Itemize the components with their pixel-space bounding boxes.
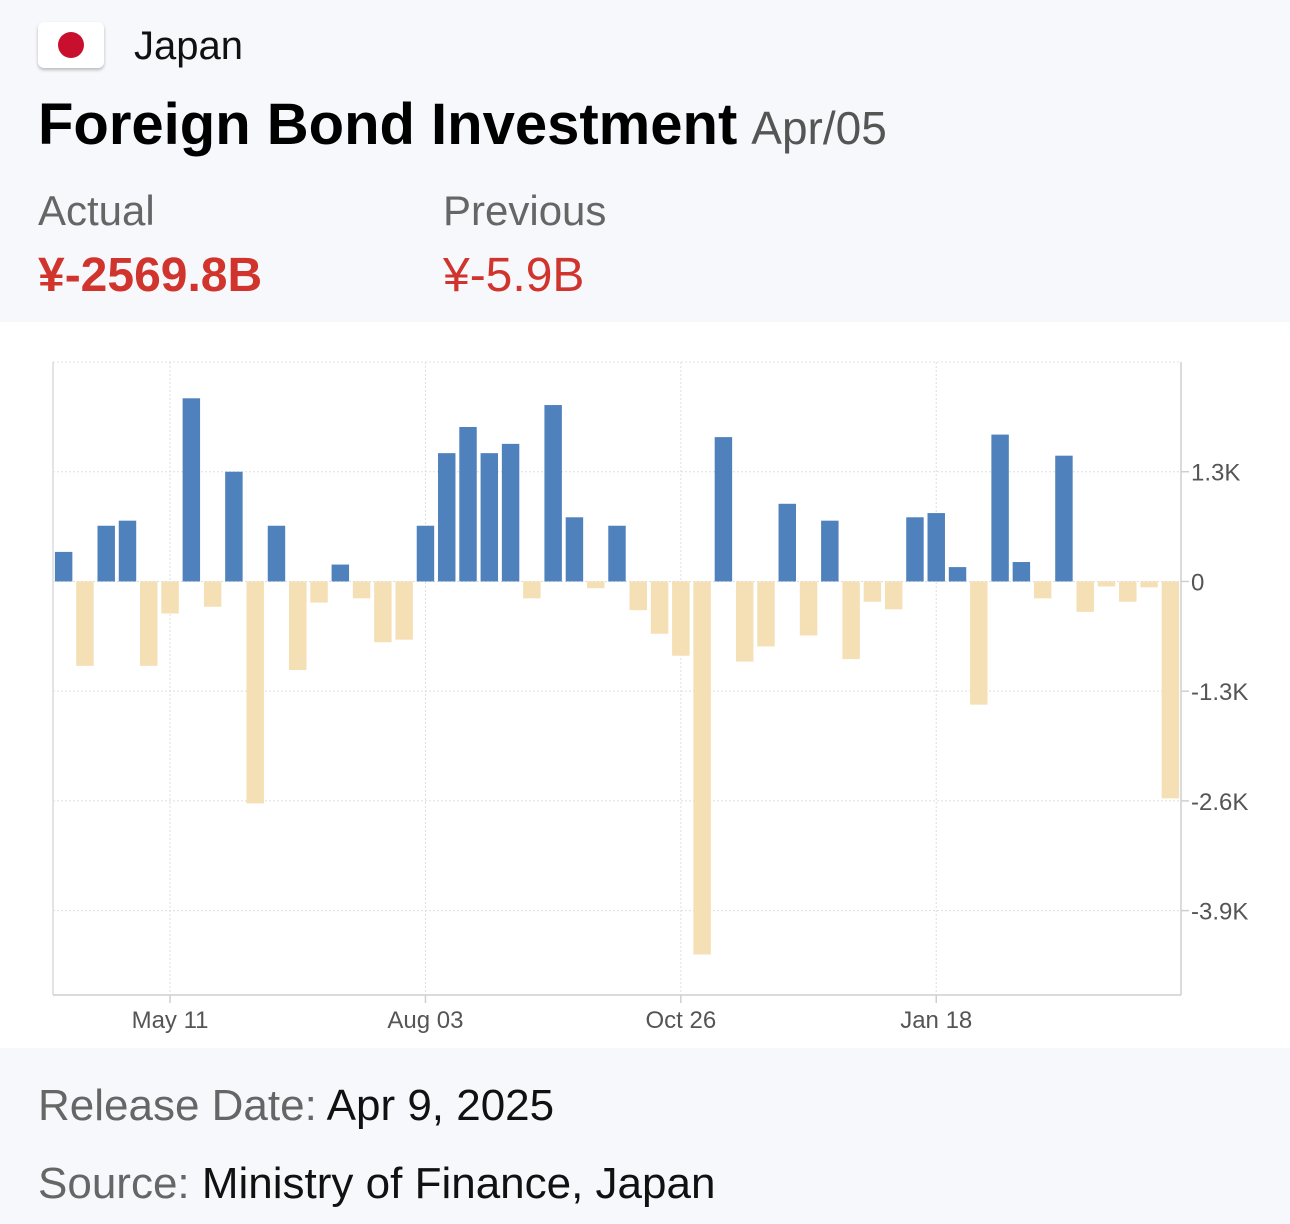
y-tick-label: -2.6K bbox=[1191, 789, 1248, 816]
source-row: Source: Ministry of Finance, Japan bbox=[38, 1158, 715, 1210]
bar-positive bbox=[1012, 562, 1031, 582]
bar-negative bbox=[140, 581, 158, 666]
bar-positive bbox=[501, 443, 520, 582]
bar-negative bbox=[629, 581, 648, 611]
bar-negative bbox=[1119, 581, 1137, 602]
bar-positive bbox=[182, 398, 201, 582]
bar-negative bbox=[1097, 581, 1116, 587]
bar-negative bbox=[884, 581, 903, 610]
x-tick-label: Aug 03 bbox=[387, 1007, 463, 1034]
source-label: Source: bbox=[38, 1159, 190, 1208]
bar-negative bbox=[1076, 581, 1094, 612]
actual-label: Actual bbox=[38, 187, 155, 234]
previous-label: Previous bbox=[443, 187, 607, 234]
header: Japan Foreign Bond Investment Apr/05 Actu… bbox=[0, 0, 1290, 322]
bar-negative bbox=[650, 581, 669, 634]
bar-negative bbox=[246, 581, 264, 804]
bar-positive bbox=[906, 517, 924, 582]
bar-positive bbox=[459, 426, 477, 582]
bar-negative bbox=[693, 581, 711, 955]
bar-negative bbox=[76, 581, 94, 666]
bar-negative bbox=[970, 581, 988, 705]
y-tick-label: 1.3K bbox=[1191, 460, 1240, 487]
bar-negative bbox=[863, 581, 882, 602]
bar-positive bbox=[821, 520, 839, 582]
bar-positive bbox=[118, 520, 137, 582]
x-tick-label: Jan 18 bbox=[900, 1007, 972, 1034]
bar-positive bbox=[267, 525, 286, 582]
bar-negative bbox=[395, 581, 413, 640]
release-date-row: Release Date: Apr 9, 2025 bbox=[38, 1080, 554, 1132]
bar-positive bbox=[948, 567, 967, 582]
bar-negative bbox=[1140, 581, 1158, 588]
chart-panel: 1.3K 0 -1.3K -2.6K -3.9K May 11 Aug 03 Oct 26 Ja… bbox=[0, 322, 1290, 1048]
bar-positive bbox=[416, 525, 435, 582]
bar-positive bbox=[778, 503, 796, 582]
japan-flag-icon bbox=[38, 22, 104, 68]
bar-negative bbox=[672, 581, 690, 656]
release-date-value: Apr 9, 2025 bbox=[326, 1081, 555, 1130]
x-tick-label: May 11 bbox=[132, 1007, 209, 1034]
bar-negative bbox=[289, 581, 307, 671]
bar-positive bbox=[714, 437, 733, 582]
indicator-title: Foreign Bond Investment bbox=[38, 92, 738, 157]
release-date-label: Release Date: bbox=[38, 1081, 317, 1130]
country-name: Japan bbox=[134, 24, 243, 68]
previous-value: ¥-5.9B bbox=[443, 249, 585, 302]
bar-negative bbox=[310, 581, 328, 603]
y-tick-label: 0 bbox=[1191, 569, 1204, 596]
bar-positive bbox=[927, 513, 945, 582]
bar-negative bbox=[735, 581, 754, 662]
x-tick-label: Oct 26 bbox=[645, 1007, 716, 1034]
bar-chart: 1.3K 0 -1.3K -2.6K -3.9K May 11 Aug 03 Oct 26 Ja… bbox=[52, 361, 1248, 1034]
bar-negative bbox=[1033, 581, 1052, 599]
bar-positive bbox=[480, 453, 499, 582]
bar-positive bbox=[97, 525, 115, 582]
bar-negative bbox=[1161, 581, 1180, 799]
bar-positive bbox=[991, 434, 1009, 582]
bar-positive bbox=[438, 453, 456, 582]
bar-negative bbox=[799, 581, 818, 636]
title-row: Foreign Bond Investment Apr/05 bbox=[38, 92, 887, 161]
bar-positive bbox=[54, 551, 73, 582]
bar-negative bbox=[203, 581, 222, 607]
bar-negative bbox=[757, 581, 775, 647]
bar-negative bbox=[161, 581, 179, 614]
source-value: Ministry of Finance, Japan bbox=[201, 1159, 716, 1208]
bar-positive bbox=[608, 525, 626, 582]
y-tick-label: -3.9K bbox=[1191, 899, 1248, 926]
y-tick-label: -1.3K bbox=[1191, 679, 1248, 706]
bar-negative bbox=[586, 581, 605, 589]
bar-positive bbox=[1055, 455, 1073, 582]
actual-value: ¥-2569.8B bbox=[38, 249, 263, 302]
bar-positive bbox=[331, 564, 350, 582]
bar-negative bbox=[352, 581, 371, 599]
indicator-period: Apr/05 bbox=[751, 102, 887, 154]
bar-negative bbox=[523, 581, 541, 599]
bar-positive bbox=[225, 471, 243, 582]
bar-positive bbox=[544, 405, 562, 582]
bar-positive bbox=[565, 517, 584, 582]
bar-negative bbox=[374, 581, 392, 643]
bar-negative bbox=[842, 581, 860, 660]
flag-disc bbox=[58, 32, 84, 58]
